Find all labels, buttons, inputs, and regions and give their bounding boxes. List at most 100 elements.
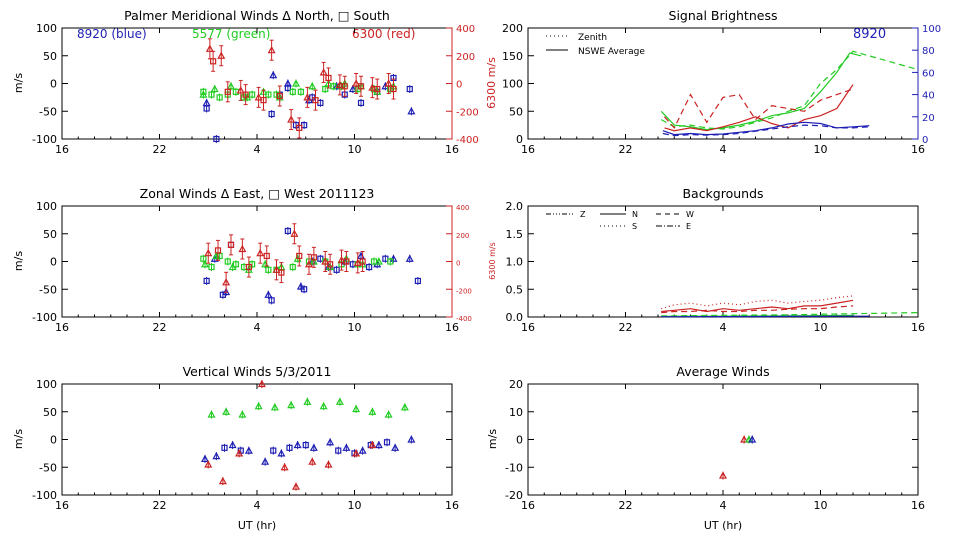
x-tick-label: 4: [720, 143, 727, 156]
series-line: [661, 312, 919, 317]
data-point-square: [359, 258, 366, 265]
series-line: [660, 50, 919, 130]
plot-frame: [527, 27, 919, 140]
data-point-triangle: [235, 449, 244, 457]
y-tick-label: 100: [502, 78, 523, 91]
data-point-triangle: [218, 476, 227, 485]
data-point-triangle: [352, 449, 361, 457]
panel-title: Backgrounds: [682, 186, 763, 201]
x-tick-label: 22: [619, 143, 633, 156]
data-point-triangle: [352, 79, 361, 87]
y-axis-label: m/s: [12, 429, 25, 449]
x-tick-label: 4: [254, 321, 261, 334]
data-point-triangle: [222, 407, 231, 415]
data-point-square: [221, 444, 228, 451]
data-point-triangle: [352, 404, 361, 413]
data-point-triangle: [283, 79, 292, 87]
data-point-triangle: [335, 80, 344, 88]
plot-frame: [61, 383, 453, 496]
x-tick-label: 16: [521, 143, 535, 156]
data-point-triangle: [326, 438, 335, 446]
legend-label-zenith: Zenith: [578, 33, 607, 43]
data-point-triangle: [321, 257, 330, 265]
data-point-triangle: [254, 93, 263, 101]
x-tick-label: 10: [814, 321, 828, 334]
data-point-square: [296, 252, 303, 260]
x-tick-label: 22: [619, 321, 633, 334]
data-point-triangle: [204, 460, 213, 468]
data-point-triangle: [200, 454, 210, 463]
data-point-triangle: [368, 407, 377, 415]
x-tick-label: 22: [153, 499, 167, 512]
data-point-triangle: [277, 449, 286, 457]
data-point-triangle: [236, 86, 245, 94]
data-point-square: [390, 85, 397, 93]
x-tick-label: 4: [254, 499, 261, 512]
data-point-square: [245, 263, 252, 271]
data-point-square: [310, 254, 317, 261]
x-tick-label: 22: [153, 321, 167, 334]
data-point-triangle: [309, 443, 318, 451]
panel-title: Signal Brightness: [669, 8, 778, 23]
y2-tick-label: 80: [922, 46, 935, 57]
y-tick-label: 200: [502, 22, 523, 35]
y2-tick-label: -200: [456, 107, 479, 118]
x-tick-label: 16: [911, 499, 925, 512]
y-tick-label: -50: [39, 105, 57, 118]
y2-tick-label: -200: [456, 287, 472, 295]
x-tick-label: 16: [521, 499, 535, 512]
data-point-square: [210, 58, 217, 65]
series-line: [661, 299, 854, 313]
data-point-square: [200, 255, 207, 262]
y2-tick-label: 0: [456, 80, 462, 91]
y-tick-label: -50: [39, 461, 57, 474]
y2-tick-label: 60: [922, 68, 935, 79]
data-point-triangle: [256, 248, 265, 257]
data-point-triangle: [319, 68, 328, 76]
y-tick-label: 50: [43, 406, 57, 419]
y2-axis-label: 6300 m/s: [485, 57, 498, 109]
data-point-square: [249, 91, 256, 98]
data-point-triangle: [384, 79, 393, 87]
data-point-triangle: [374, 257, 383, 265]
data-point-triangle: [308, 82, 317, 90]
data-point-triangle: [368, 83, 377, 91]
y-tick-label: 0: [516, 133, 523, 146]
data-point-square: [289, 263, 296, 271]
y-tick-label: 0: [516, 434, 523, 447]
y-axis-label: m/s: [486, 429, 499, 449]
y2-tick-label: 0: [456, 260, 460, 268]
data-point-triangle: [290, 229, 299, 237]
data-point-square: [263, 252, 270, 260]
data-point-triangle: [348, 84, 357, 93]
x-tick-label: 10: [348, 321, 362, 334]
data-point-triangle: [270, 403, 279, 411]
y-tick-label: 0: [50, 78, 57, 91]
x-tick-label: 16: [55, 143, 69, 156]
data-point-square: [297, 88, 304, 95]
x-axis-label: UT (hr): [704, 519, 742, 532]
y-tick-label: 0.0: [506, 311, 524, 324]
y2-tick-label: 40: [922, 91, 935, 102]
data-point-triangle: [342, 443, 351, 451]
data-point-square: [268, 110, 275, 118]
legend-label-n: N: [632, 210, 638, 219]
data-point-triangle: [291, 482, 301, 490]
y-tick-label: 50: [43, 228, 57, 241]
x-tick-label: 16: [911, 321, 925, 334]
y-tick-label: 100: [36, 200, 57, 213]
data-point-triangle: [407, 106, 416, 115]
data-point-triangle: [291, 79, 301, 87]
x-tick-label: 16: [521, 321, 535, 334]
y2-axis-label: 6300 m/s: [488, 242, 497, 280]
x-tick-label: 16: [445, 499, 459, 512]
data-point-triangle: [748, 435, 757, 443]
data-point-square: [383, 439, 391, 446]
y-tick-label: 2.0: [506, 200, 524, 213]
data-point-square: [284, 227, 291, 235]
x-tick-label: 10: [348, 143, 362, 156]
series-line: [661, 295, 854, 310]
series-line: [661, 315, 870, 318]
data-point-triangle: [199, 90, 208, 98]
